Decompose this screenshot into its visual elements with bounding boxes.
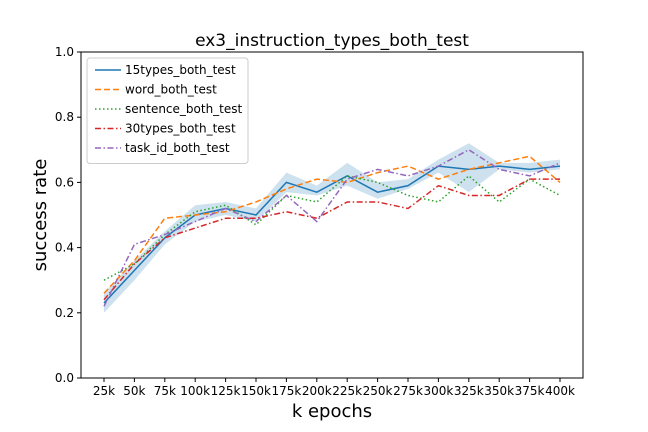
- legend-label: 30types_both_test: [125, 122, 236, 136]
- series-line-30types_both_test: [103, 178, 560, 301]
- x-tick-label: 325k: [454, 384, 484, 398]
- x-tick-label: 400k: [545, 384, 575, 398]
- x-tick-label: 175k: [271, 384, 301, 398]
- legend-box: [86, 57, 249, 164]
- chart-title: ex3_instruction_types_both_test: [195, 31, 469, 51]
- series-line-task_id_both_test: [103, 148, 561, 307]
- y-tick-label: 0.4: [55, 241, 74, 255]
- x-axis-label: k epochs: [292, 401, 372, 422]
- x-tick-label: 250k: [363, 384, 393, 398]
- confidence-band: [104, 143, 560, 313]
- x-tick-label: 50k: [123, 384, 145, 398]
- legend: 15types_both_test word_both_test sentence_…: [86, 57, 249, 164]
- x-tick-label: 350k: [484, 384, 514, 398]
- x-axis: 25k 50k 75k 100k 125k 150k 175k 200k 225k 250k 275…: [93, 378, 575, 398]
- y-axis-label: success rate: [30, 159, 51, 272]
- x-tick-label: 100k: [180, 384, 210, 398]
- x-tick-label: 225k: [332, 384, 362, 398]
- y-tick-label: 0.8: [55, 110, 74, 124]
- legend-label: word_both_test: [125, 83, 217, 97]
- plot-area: [103, 143, 561, 313]
- series-line-word_both_test: [103, 155, 561, 294]
- x-tick-label: 25k: [93, 384, 115, 398]
- y-axis: 0.0 0.2 0.4 0.6 0.8 1.0: [55, 45, 81, 385]
- legend-label: sentence_both_test: [125, 102, 243, 116]
- plot-frame: [80, 51, 584, 379]
- x-tick-label: 200k: [302, 384, 332, 398]
- y-tick-label: 1.0: [55, 45, 74, 59]
- x-tick-label: 75k: [154, 384, 176, 398]
- legend-label: 15types_both_test: [125, 63, 236, 77]
- x-tick-label: 150k: [241, 384, 271, 398]
- legend-label: task_id_both_test: [125, 141, 230, 155]
- x-tick-label: 375k: [515, 384, 545, 398]
- y-tick-label: 0.0: [55, 371, 74, 385]
- y-tick-label: 0.6: [55, 175, 74, 189]
- y-tick-label: 0.2: [55, 306, 74, 320]
- series-line-15types_both_test: [103, 165, 561, 304]
- x-tick-label: 300k: [423, 384, 453, 398]
- x-tick-label: 275k: [393, 384, 423, 398]
- x-tick-label: 125k: [211, 384, 241, 398]
